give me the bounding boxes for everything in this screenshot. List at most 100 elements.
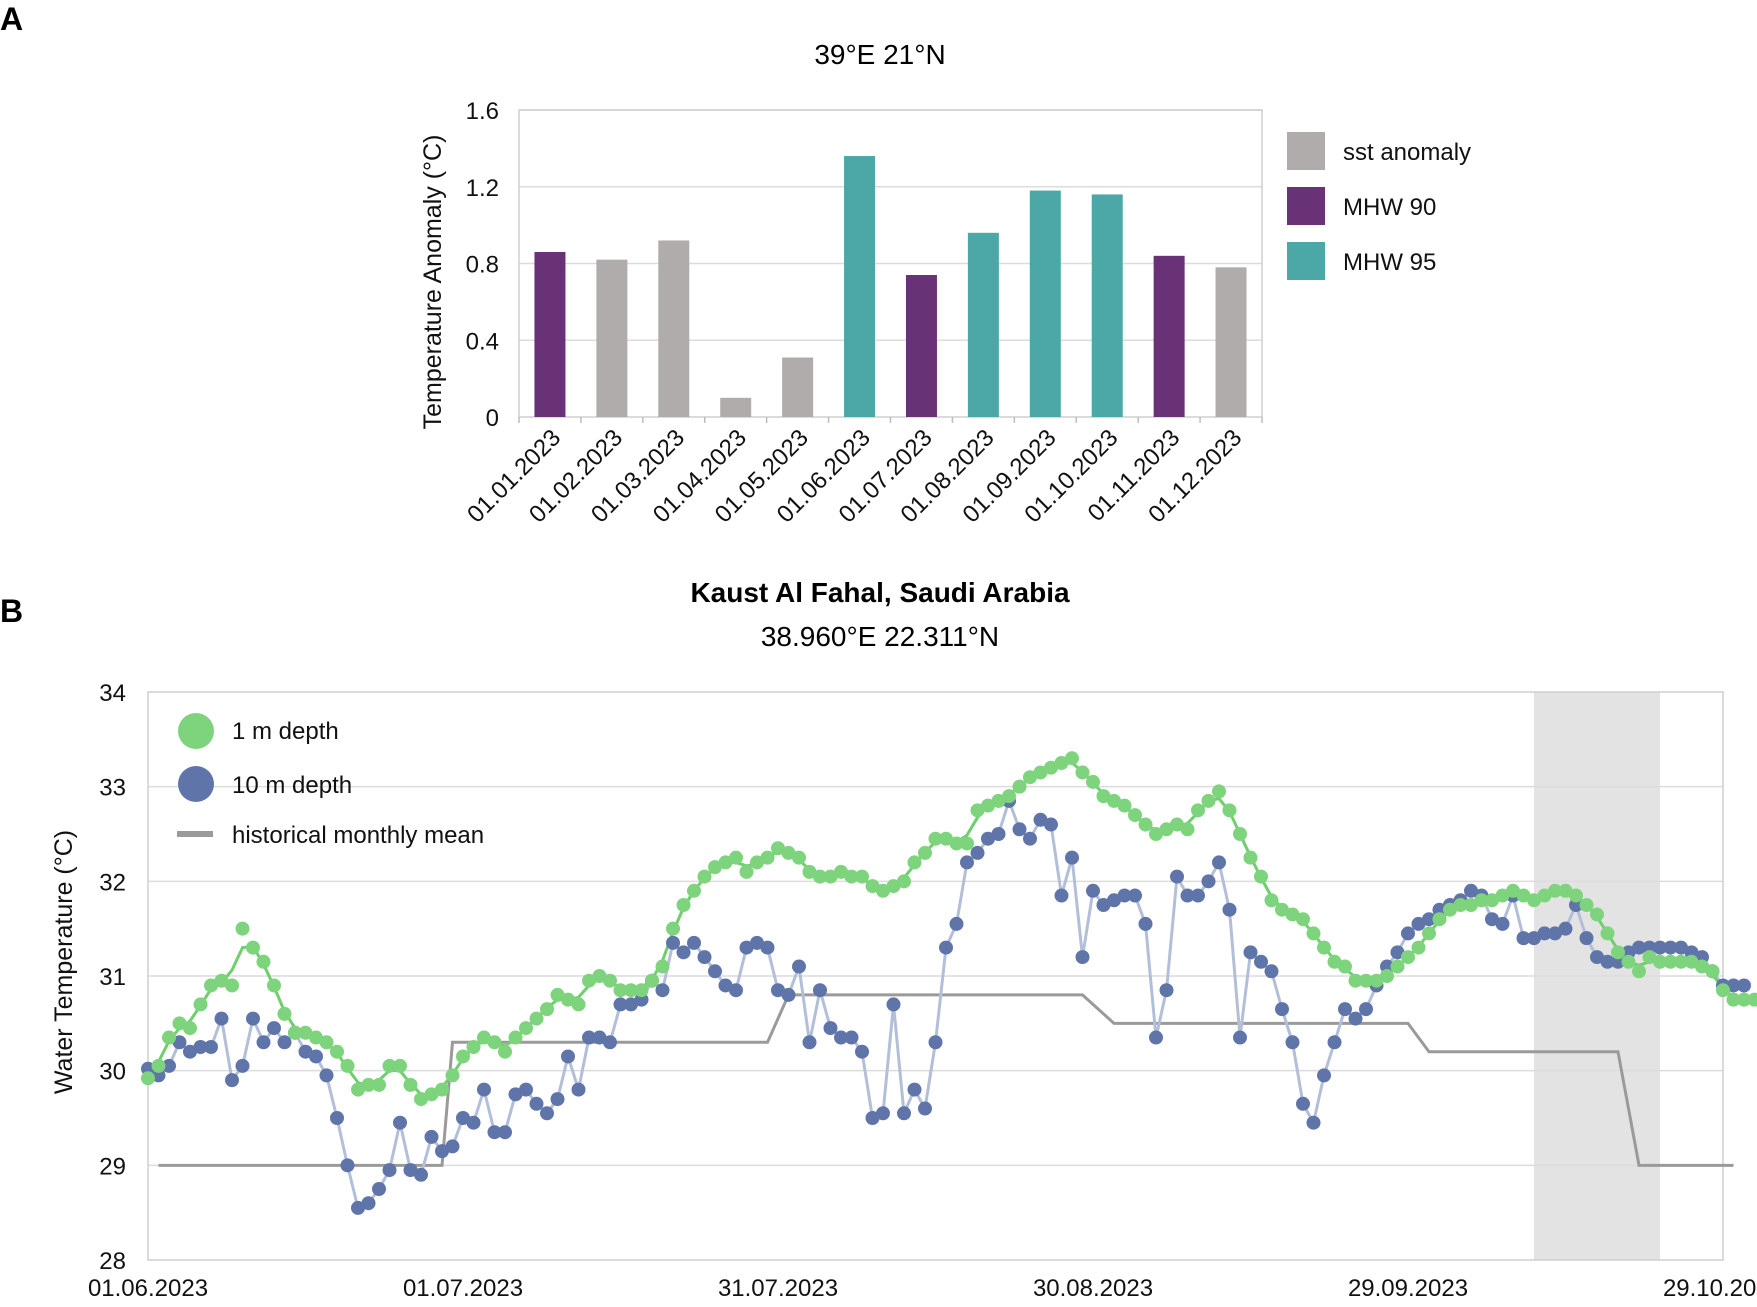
panel-b-label: B xyxy=(0,593,23,629)
chart-b-10m-point xyxy=(1527,931,1541,946)
chart-b-10m-point xyxy=(802,1035,817,1050)
chart-b-1m-point xyxy=(540,1002,554,1017)
chart-b-subtitle: 38.960°E 22.311°N xyxy=(761,621,999,652)
chart-b-10m-point xyxy=(225,1073,239,1088)
chart-a-bar xyxy=(905,275,937,417)
chart-b-10m-point xyxy=(1107,893,1121,908)
chart-b-1m-point xyxy=(445,1068,460,1083)
chart-b-1m-point xyxy=(298,1025,313,1040)
chart-b-1m-point xyxy=(403,1077,418,1092)
chart-b-1m-point xyxy=(256,954,271,969)
chart-b-1m-point xyxy=(1558,883,1573,898)
chart-b-10m-point xyxy=(1222,902,1237,917)
chart-b-1m-point xyxy=(1611,945,1625,960)
chart-b-10m-point xyxy=(1516,931,1531,946)
chart-a-bar xyxy=(596,259,628,417)
chart-b-1m-point xyxy=(1201,793,1216,808)
chart-b-10m-point xyxy=(1537,926,1552,941)
chart-b-1m-point xyxy=(424,1087,439,1102)
chart-b-10m-point xyxy=(834,1030,848,1045)
chart-b-10m-point xyxy=(582,1030,596,1045)
chart-b-xtick-label: 29.10.2023 xyxy=(1663,1275,1757,1302)
chart-b-1m-point xyxy=(939,831,953,846)
chart-b-1m-point xyxy=(855,869,869,884)
chart-b-1m-point xyxy=(970,803,985,818)
chart-b-1m-point xyxy=(1359,973,1373,988)
chart-b-1m-point xyxy=(676,898,691,912)
chart-b-1m-point xyxy=(288,1025,302,1040)
chart-b-1m-point xyxy=(1401,950,1415,965)
chart-b-1m-point xyxy=(1632,964,1646,979)
chart-b-10m-point xyxy=(1306,1115,1321,1130)
chart-b-10m-point xyxy=(445,1139,460,1154)
chart-a-bar xyxy=(967,232,999,417)
chart-b-10m-point xyxy=(309,1049,323,1064)
chart-a-bar xyxy=(1029,190,1061,417)
chart-b-10m-point xyxy=(729,983,743,998)
chart-b-1m-point xyxy=(571,997,586,1012)
chart-b-10m-point xyxy=(382,1163,397,1178)
chart-b-10m-point xyxy=(1338,1002,1352,1017)
chart-b-1m-point xyxy=(1044,760,1058,775)
chart-b-1m-point xyxy=(655,959,670,974)
chart-b-10m-point xyxy=(1464,883,1478,898)
chart-b-1m-point xyxy=(876,883,890,898)
chart-b-1m-point xyxy=(1317,940,1331,955)
chart-b-1m-point xyxy=(1432,912,1447,927)
chart-a-ytick-label: 1.2 xyxy=(466,175,499,202)
chart-b-1m-point xyxy=(204,978,218,993)
chart-a-legend-swatch xyxy=(1287,132,1325,170)
chart-b-10m-point xyxy=(1096,898,1111,912)
chart-b-1m-point xyxy=(1747,992,1757,1007)
chart-b-xtick-label: 01.07.2023 xyxy=(403,1275,523,1302)
chart-b-1m-point xyxy=(760,850,775,865)
chart-b-10m-point xyxy=(1201,874,1216,889)
chart-a-title: 39°E 21°N xyxy=(814,39,945,70)
panel-a-label: A xyxy=(0,1,23,37)
chart-b-10m-point xyxy=(1159,983,1174,998)
chart-b-ytick-label: 32 xyxy=(99,869,126,896)
chart-b-1m-point xyxy=(277,1006,292,1021)
chart-b-10m-point xyxy=(981,831,995,846)
chart-b-ytick-label: 33 xyxy=(99,775,126,802)
chart-b-10m-point xyxy=(676,945,691,960)
chart-b-ytick-label: 34 xyxy=(99,680,126,707)
chart-b-1m-point xyxy=(1506,883,1520,898)
chart-b-10m-point xyxy=(1495,916,1510,931)
chart-b-10m-point xyxy=(361,1196,376,1211)
chart-b-10m-point xyxy=(1275,1002,1289,1017)
chart-b-10m-point xyxy=(540,1106,554,1121)
chart-b-10m-point xyxy=(1422,912,1436,927)
chart-b-10m-point xyxy=(760,940,775,955)
chart-b-1m-point xyxy=(393,1058,407,1073)
chart-b-1m-point xyxy=(1327,954,1342,969)
chart-b-10m-point xyxy=(214,1011,229,1026)
chart-a-ylabel: Temperature Anomaly (°C) xyxy=(419,135,447,430)
chart-b-10m-point xyxy=(508,1087,523,1102)
chart-b-1m-point xyxy=(477,1030,491,1045)
chart-b-1m-point xyxy=(1296,912,1310,927)
chart-b-10m-point xyxy=(949,916,964,931)
chart-b-10m-point xyxy=(1243,945,1258,960)
chart-b-1m-point xyxy=(1243,850,1258,865)
chart-b-1m-point xyxy=(1411,940,1426,955)
chart-b-10m-point xyxy=(424,1129,439,1144)
chart-b-1m-point xyxy=(834,864,848,879)
chart-b-10m-point xyxy=(1191,888,1205,903)
chart-b-1m-point xyxy=(225,978,239,993)
chart-b-1m-point xyxy=(844,869,859,884)
chart-b-10m-point xyxy=(592,1030,607,1045)
chart-a-ytick-label: 1.6 xyxy=(466,98,499,125)
chart-b-10m-point xyxy=(1590,950,1604,965)
chart-b-1m-point xyxy=(708,860,722,875)
chart-b-10m-point xyxy=(697,950,712,965)
chart-b-1m-point xyxy=(1002,789,1016,804)
chart-b-10m-point xyxy=(844,1030,859,1045)
chart-b-1m-line xyxy=(146,761,1755,1096)
chart-b-1m-point xyxy=(235,921,250,936)
chart-b-1m-point xyxy=(414,1092,428,1107)
chart-b-1m-point xyxy=(792,850,806,865)
chart-b-10m-point xyxy=(267,1021,281,1036)
chart-b-1m-point xyxy=(151,1058,166,1073)
